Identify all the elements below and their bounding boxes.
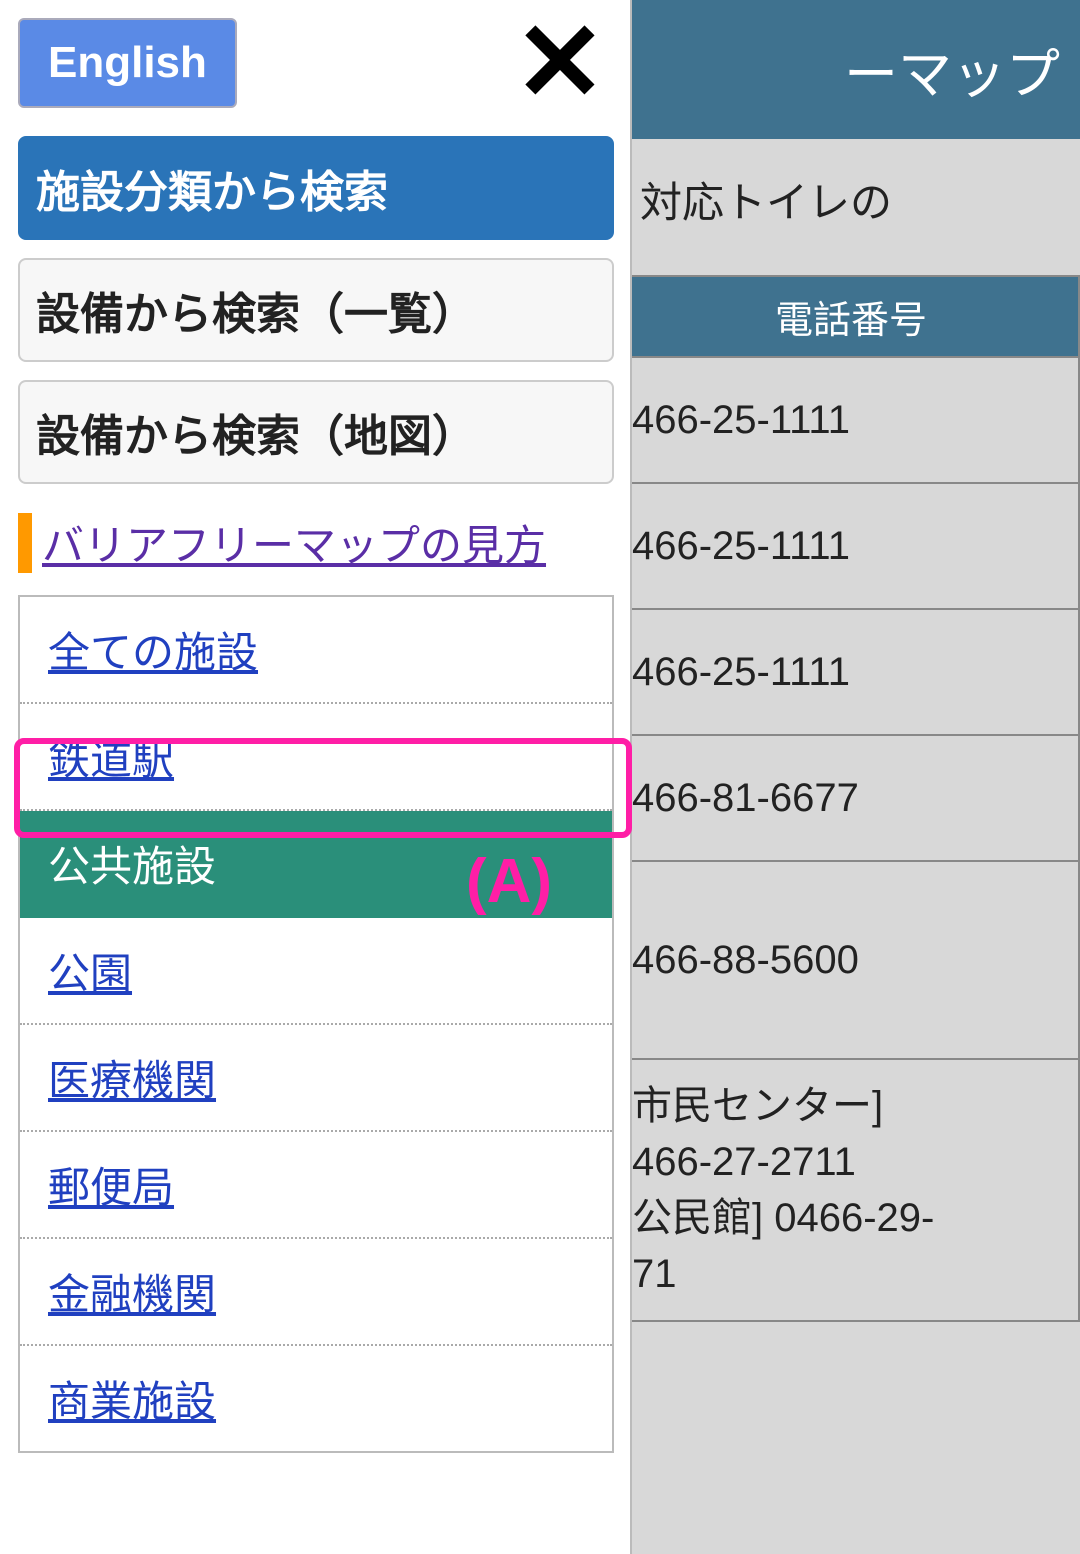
facility-link-label: 金融機関	[48, 1271, 216, 1318]
howto-link[interactable]: バリアフリーマップの見方	[42, 512, 546, 573]
facility-item-stations[interactable]: 鉄道駅	[20, 704, 612, 811]
facility-category-list: 全ての施設 鉄道駅 公共施設 公園 医療機関 郵便局 金融機関 商業施設	[18, 595, 614, 1453]
phone-table: 電話番号 466-25-1111 466-25-1111 466-25-1111…	[622, 275, 1080, 1322]
facility-link-label: 全ての施設	[48, 629, 258, 676]
facility-link-label: 公共施設	[48, 843, 216, 890]
facility-item-all[interactable]: 全ての施設	[20, 597, 612, 704]
english-button[interactable]: English	[18, 18, 237, 108]
tab-search-by-equipment-map[interactable]: 設備から検索（地図）	[18, 380, 614, 484]
close-icon[interactable]: ✕	[514, 30, 612, 96]
facility-item-medical[interactable]: 医療機関	[20, 1025, 612, 1132]
facility-link-label: 公園	[48, 950, 132, 997]
facility-item-post[interactable]: 郵便局	[20, 1132, 612, 1239]
facility-link-label: 医療機関	[48, 1057, 216, 1104]
facility-item-parks[interactable]: 公園	[20, 918, 612, 1025]
drawer-top-row: English ✕	[18, 18, 612, 108]
table-row: 466-81-6677	[622, 736, 1080, 862]
table-header-phone: 電話番号	[622, 275, 1080, 358]
table-row: 466-25-1111	[622, 484, 1080, 610]
facility-link-label: 鉄道駅	[48, 736, 174, 783]
howto-row: バリアフリーマップの見方	[18, 512, 612, 573]
facility-item-finance[interactable]: 金融機関	[20, 1239, 612, 1346]
facility-item-commercial[interactable]: 商業施設	[20, 1346, 612, 1451]
table-row: 466-25-1111	[622, 358, 1080, 484]
sidebar-drawer: English ✕ 施設分類から検索 設備から検索（一覧） 設備から検索（地図）…	[0, 0, 632, 1554]
facility-link-label: 郵便局	[48, 1164, 174, 1211]
facility-item-public[interactable]: 公共施設	[20, 811, 612, 918]
table-row: 466-25-1111	[622, 610, 1080, 736]
facility-link-label: 商業施設	[48, 1378, 216, 1425]
table-row: 466-88-5600	[622, 862, 1080, 1060]
tab-search-by-category[interactable]: 施設分類から検索	[18, 136, 614, 240]
table-row: 市民センター] 466-27-2711 公民館] 0466-29- 71	[622, 1060, 1080, 1322]
accent-bar	[18, 513, 32, 573]
tab-search-by-equipment-list[interactable]: 設備から検索（一覧）	[18, 258, 614, 362]
